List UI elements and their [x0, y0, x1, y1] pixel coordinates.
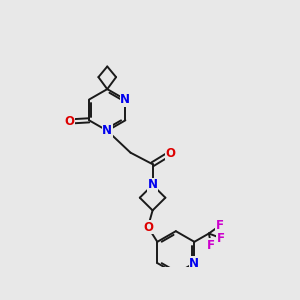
- Text: N: N: [148, 178, 158, 191]
- Text: F: F: [217, 232, 225, 244]
- Text: O: O: [166, 147, 176, 160]
- Text: O: O: [143, 220, 153, 233]
- Text: N: N: [120, 93, 130, 106]
- Text: O: O: [64, 115, 74, 128]
- Text: N: N: [189, 256, 200, 270]
- Text: F: F: [207, 238, 215, 252]
- Text: N: N: [102, 124, 112, 137]
- Text: F: F: [216, 219, 224, 232]
